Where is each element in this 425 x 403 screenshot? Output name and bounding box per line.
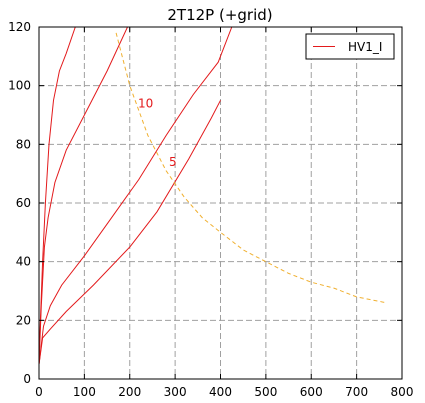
y-tick-label: 60 bbox=[16, 196, 31, 210]
legend-label: HV1_I bbox=[348, 40, 382, 54]
x-tick-label: 500 bbox=[254, 385, 277, 399]
y-tick-label: 80 bbox=[16, 137, 31, 151]
curve-annotations: 10 5 bbox=[138, 96, 177, 169]
series-lines bbox=[39, 27, 387, 365]
curve-label: 5 bbox=[169, 155, 177, 169]
x-tick-label: 600 bbox=[300, 385, 323, 399]
x-tick-label: 0 bbox=[35, 385, 43, 399]
series-line bbox=[39, 27, 76, 365]
y-tick-label: 0 bbox=[23, 372, 31, 386]
power-curve bbox=[115, 32, 387, 304]
y-tick-label: 40 bbox=[16, 255, 31, 269]
curve-label: 10 bbox=[138, 96, 153, 110]
legend: HV1_I bbox=[305, 33, 395, 60]
x-tick-label: 300 bbox=[164, 385, 187, 399]
x-tick-label: 700 bbox=[345, 385, 368, 399]
x-tick-label: 400 bbox=[209, 385, 232, 399]
series-line bbox=[39, 27, 128, 365]
axes: 0 100 200 300 400 500 600 700 800 0 20 40 60 80 100 120 bbox=[8, 20, 413, 399]
y-tick-label: 20 bbox=[16, 313, 31, 327]
y-tick-label: 100 bbox=[8, 79, 31, 93]
y-tick-label: 120 bbox=[8, 20, 31, 34]
series-line bbox=[39, 27, 233, 365]
chart-title: 2T12P (+grid) bbox=[167, 6, 272, 24]
grid bbox=[39, 27, 402, 379]
plot-frame bbox=[38, 26, 403, 380]
x-tick-label: 800 bbox=[391, 385, 414, 399]
x-tick-label: 200 bbox=[118, 385, 141, 399]
x-tick-label: 100 bbox=[73, 385, 96, 399]
series-line bbox=[39, 100, 221, 365]
